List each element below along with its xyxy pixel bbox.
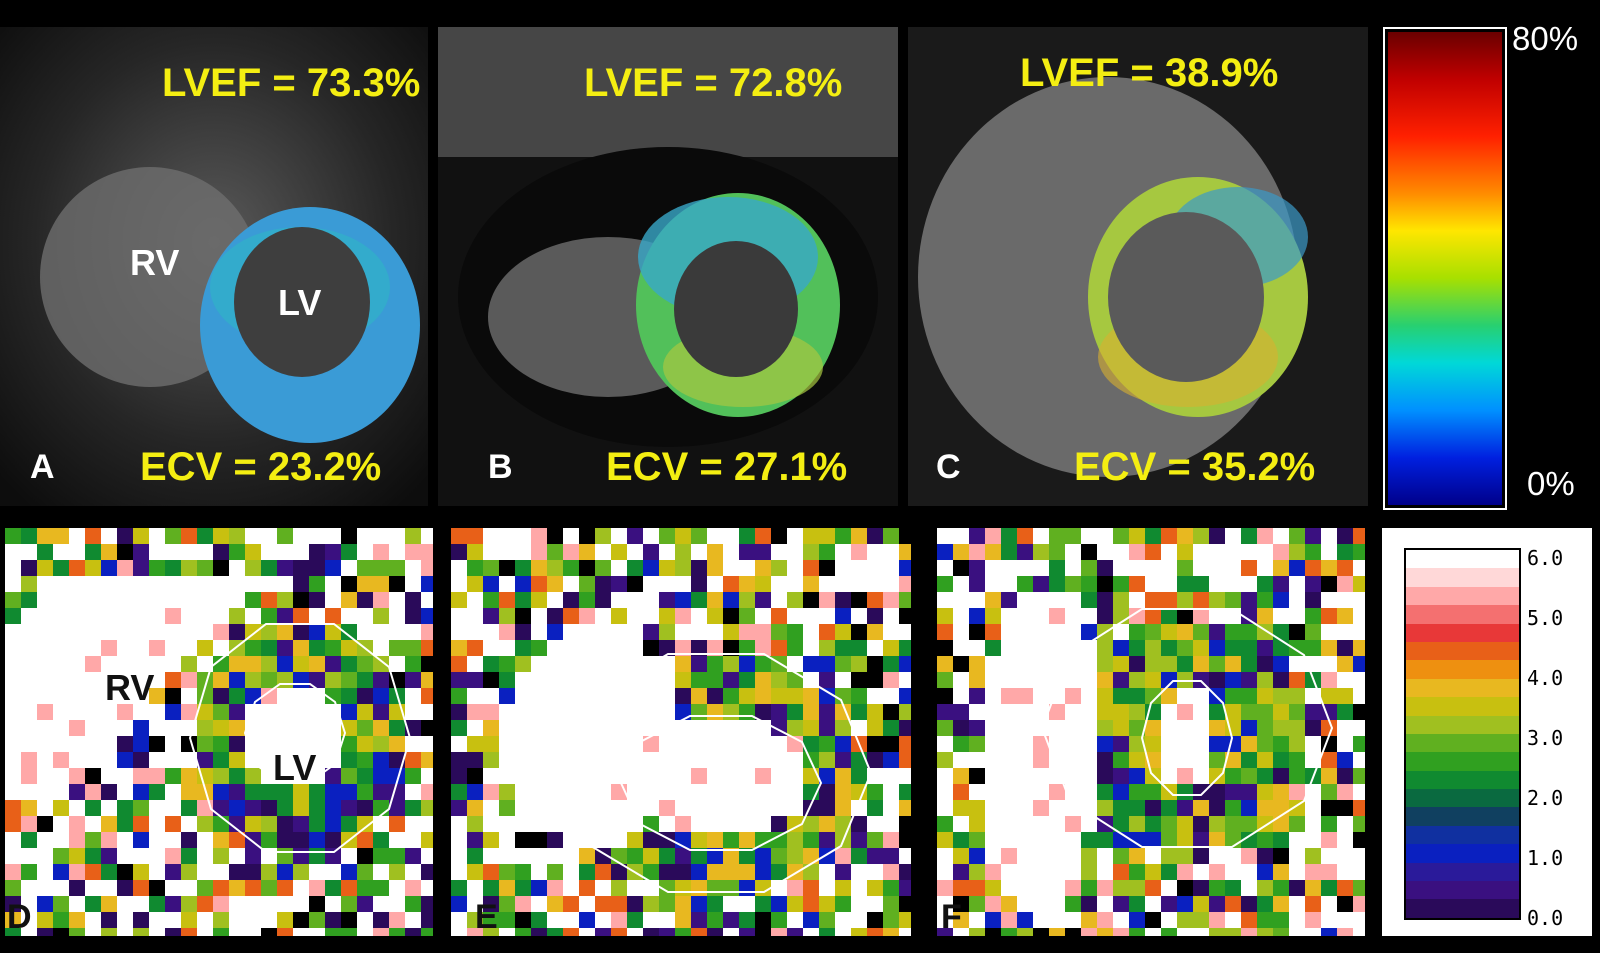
t1-map-e (451, 528, 911, 936)
ecv-value-b: ECV = 27.1% (606, 445, 848, 489)
t1-tick: 4.0 (1527, 666, 1564, 690)
panel-letter-f: F (941, 898, 962, 936)
ecv-scale-min: 0% (1527, 465, 1575, 502)
rv-label-a: RV (130, 242, 180, 283)
t1-tick: 5.0 (1527, 606, 1564, 630)
panel-e: E (451, 528, 911, 936)
lvef-value-c: LVEF = 38.9% (1020, 51, 1279, 95)
panel-letter-e: E (475, 898, 498, 936)
rv-label-d: RV (105, 667, 155, 708)
ecv-scale-max: 80% (1512, 20, 1579, 57)
panel-letter-d: D (7, 898, 32, 936)
lv-label-d: LV (273, 747, 317, 788)
lvef-value-b: LVEF = 72.8% (584, 61, 843, 105)
lv-label-a: LV (278, 282, 322, 323)
t1-map-f (937, 528, 1365, 936)
panel-letter-b: B (488, 448, 513, 486)
t1-tick: 3.0 (1527, 726, 1564, 750)
ecv-map-b (438, 27, 898, 506)
ecv-gradient (1388, 32, 1502, 505)
ecv-value-c: ECV = 35.2% (1074, 445, 1316, 489)
panel-a: LVEF = 73.3% ECV = 23.2% A RV LV (0, 27, 428, 506)
t1-color-scale: 6.0 5.0 4.0 3.0 2.0 1.0 0.0 (1382, 528, 1592, 936)
ecv-map-c (908, 27, 1368, 506)
panel-letter-c: C (936, 448, 961, 486)
ecv-value-a: ECV = 23.2% (140, 445, 382, 489)
ecv-color-scale (1383, 27, 1507, 510)
panel-d: RV LV D (5, 528, 433, 936)
panel-c: LVEF = 38.9% ECV = 35.2% C (908, 27, 1368, 506)
lvef-value-a: LVEF = 73.3% (162, 61, 421, 105)
panel-b: LVEF = 72.8% ECV = 27.1% B (438, 27, 898, 506)
ecv-map-a (0, 27, 428, 506)
t1-map-d (5, 528, 433, 936)
t1-tick: 1.0 (1527, 846, 1564, 870)
t1-tick: 0.0 (1527, 906, 1564, 930)
panel-letter-a: A (30, 448, 55, 486)
t1-color-bar (1404, 548, 1521, 920)
t1-tick: 2.0 (1527, 786, 1564, 810)
panel-f: F (937, 528, 1365, 936)
t1-tick: 6.0 (1527, 546, 1564, 570)
